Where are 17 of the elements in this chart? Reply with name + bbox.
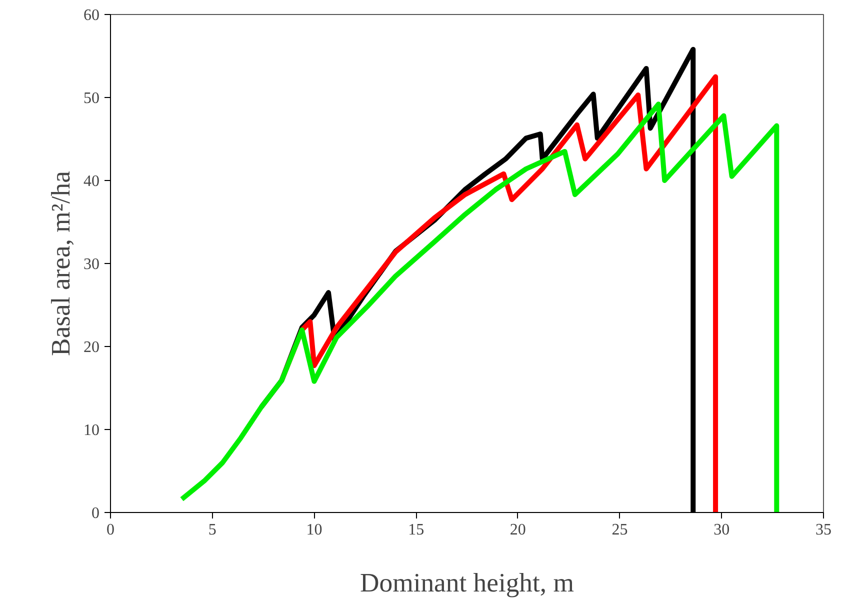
y-tick-label: 60 <box>84 7 100 24</box>
x-tick-label: 25 <box>612 522 628 538</box>
x-tick-label: 20 <box>510 522 526 538</box>
y-tick-label: 30 <box>84 256 100 273</box>
y-tick-label: 50 <box>84 90 100 107</box>
y-tick-label: 20 <box>84 339 100 356</box>
x-tick-label: 10 <box>306 522 322 538</box>
x-axis-title: Dominant height, m <box>360 568 574 598</box>
x-tick-label: 30 <box>714 522 730 538</box>
x-tick-label: 0 <box>106 522 114 538</box>
y-tick-label: 40 <box>84 173 100 190</box>
y-axis-title: Basal area, m²/ha <box>46 170 76 356</box>
x-tick-label: 5 <box>208 522 216 538</box>
x-tick-label: 15 <box>408 522 424 538</box>
y-tick-label: 10 <box>84 422 100 439</box>
y-tick-label: 0 <box>92 505 100 522</box>
x-tick-label: 35 <box>816 522 832 538</box>
